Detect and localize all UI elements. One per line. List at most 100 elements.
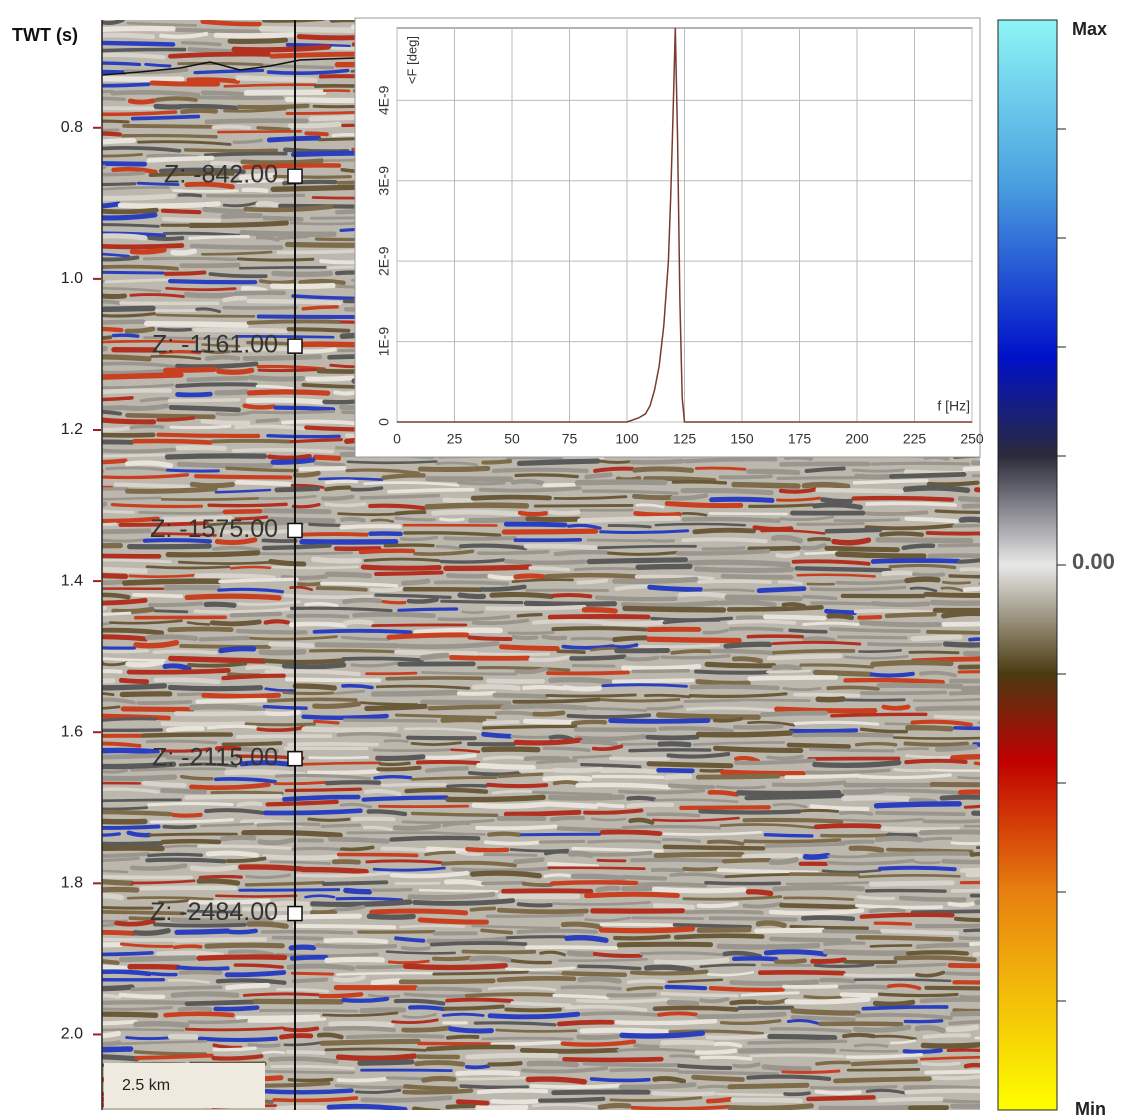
texture-stroke <box>162 824 197 830</box>
texture-stroke <box>102 186 170 191</box>
texture-stroke <box>145 565 231 570</box>
texture-stroke <box>748 503 816 508</box>
x-tick-label: 25 <box>447 431 463 447</box>
texture-stroke <box>102 468 105 474</box>
texture-stroke <box>102 661 105 666</box>
texture-stroke <box>235 734 333 739</box>
texture-stroke <box>681 512 708 517</box>
texture-stroke <box>855 935 954 942</box>
x-tick-label: 75 <box>562 431 578 447</box>
texture-stroke <box>781 1069 841 1074</box>
texture-stroke <box>564 1004 648 1012</box>
texture-stroke <box>747 675 839 681</box>
texture-stroke <box>276 987 329 993</box>
texture-stroke <box>387 959 430 965</box>
texture-stroke <box>118 992 166 999</box>
texture-stroke <box>364 703 428 712</box>
texture-stroke <box>260 929 354 935</box>
texture-stroke <box>793 692 861 698</box>
texture-stroke <box>692 527 756 535</box>
texture-stroke <box>102 32 156 40</box>
texture-stroke <box>823 941 866 946</box>
texture-stroke <box>948 1019 980 1026</box>
texture-stroke <box>858 649 902 653</box>
texture-stroke <box>380 846 430 853</box>
texture-stroke <box>598 926 696 934</box>
texture-stroke <box>310 899 413 908</box>
texture-stroke <box>369 586 405 593</box>
texture-stroke <box>905 725 954 732</box>
texture-stroke <box>920 1042 980 1049</box>
texture-stroke <box>273 405 336 412</box>
texture-stroke <box>973 761 980 766</box>
texture-stroke <box>940 586 964 592</box>
texture-stroke <box>102 252 131 258</box>
texture-stroke <box>800 543 827 551</box>
texture-stroke <box>242 163 342 170</box>
texture-stroke <box>721 857 772 864</box>
x-tick-label: 125 <box>673 431 697 447</box>
texture-stroke <box>407 891 496 900</box>
texture-stroke <box>922 819 980 824</box>
texture-stroke <box>532 619 605 625</box>
texture-stroke <box>597 1102 632 1110</box>
texture-stroke <box>102 26 176 32</box>
texture-stroke <box>814 1089 862 1096</box>
texture-stroke <box>425 1044 516 1052</box>
texture-stroke <box>679 805 771 811</box>
texture-stroke <box>875 537 974 544</box>
texture-stroke <box>370 887 413 892</box>
texture-stroke <box>766 754 804 761</box>
texture-stroke <box>595 885 621 893</box>
texture-stroke <box>710 648 777 656</box>
texture-stroke <box>548 676 617 685</box>
texture-stroke <box>667 978 724 984</box>
texture-stroke <box>153 103 183 110</box>
colorbar <box>997 19 1058 1111</box>
texture-stroke <box>355 964 406 970</box>
texture-stroke <box>216 367 255 375</box>
texture-stroke <box>505 935 567 940</box>
texture-stroke <box>213 32 297 39</box>
texture-stroke <box>375 684 471 690</box>
texture-stroke <box>467 771 521 777</box>
texture-stroke <box>178 969 223 976</box>
texture-stroke <box>145 634 199 641</box>
texture-stroke <box>425 846 468 854</box>
texture-stroke <box>217 587 284 594</box>
texture-stroke <box>694 1048 738 1055</box>
texture-stroke <box>242 403 276 410</box>
texture-stroke <box>747 720 796 727</box>
texture-stroke <box>457 481 506 486</box>
texture-stroke <box>771 780 847 787</box>
texture-stroke <box>102 1040 122 1047</box>
texture-stroke <box>290 971 335 976</box>
texture-stroke <box>855 903 944 910</box>
texture-stroke <box>362 825 393 832</box>
texture-stroke <box>516 928 599 934</box>
texture-stroke <box>746 1074 832 1081</box>
texture-stroke <box>662 844 766 851</box>
texture-stroke <box>102 501 108 508</box>
texture-stroke <box>102 697 136 705</box>
texture-stroke <box>820 833 890 838</box>
texture-stroke <box>482 755 527 761</box>
texture-stroke <box>503 809 582 817</box>
texture-stroke <box>143 320 249 328</box>
texture-stroke <box>682 866 719 872</box>
texture-stroke <box>783 896 855 901</box>
texture-stroke <box>263 808 363 816</box>
texture-stroke <box>289 221 360 226</box>
texture-stroke <box>240 286 268 293</box>
texture-stroke <box>179 774 214 781</box>
texture-stroke <box>757 970 846 976</box>
texture-stroke <box>102 558 172 564</box>
texture-stroke <box>119 691 173 698</box>
texture-stroke <box>952 980 980 985</box>
well-marker-label: Z: -2484.00 <box>150 898 278 926</box>
texture-stroke <box>273 780 328 786</box>
texture-stroke <box>345 468 420 475</box>
texture-stroke <box>957 670 980 674</box>
texture-stroke <box>370 978 402 986</box>
texture-stroke <box>184 593 282 601</box>
